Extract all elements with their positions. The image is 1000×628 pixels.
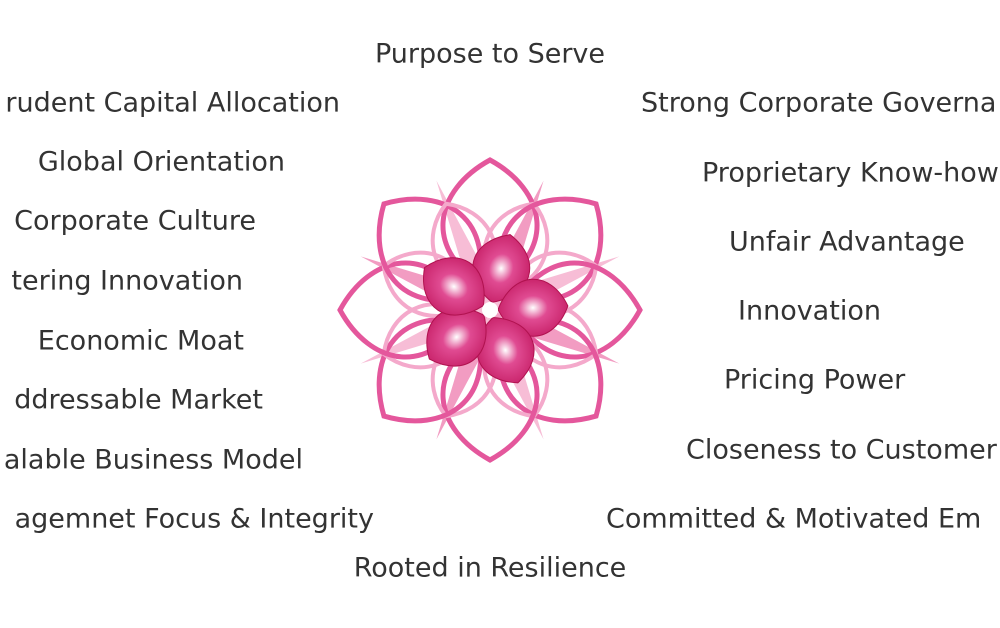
- left-label: rudent Capital Allocation: [5, 88, 340, 119]
- left-label: Global Orientation: [38, 147, 285, 178]
- right-label: Closeness to Customer: [686, 435, 998, 466]
- right-label: Proprietary Know-how: [702, 158, 999, 189]
- bottom-label: Rooted in Resilience: [354, 553, 627, 584]
- right-label: Committed & Motivated Em: [606, 504, 981, 535]
- left-label: alable Business Model: [4, 445, 303, 476]
- lotus-logo: [337, 157, 643, 463]
- left-label: ddressable Market: [14, 385, 263, 416]
- outer-petal: [376, 196, 484, 304]
- right-labels: Strong Corporate Governa Proprietary Know…: [606, 88, 999, 535]
- outer-petal: [507, 260, 643, 360]
- lotus-center: [482, 302, 498, 318]
- outer-petal: [440, 327, 540, 463]
- outer-petal: [376, 316, 484, 424]
- right-label: Innovation: [738, 296, 881, 327]
- left-label: Economic Moat: [38, 326, 244, 357]
- right-label: Pricing Power: [724, 365, 906, 396]
- outer-petal: [440, 157, 540, 293]
- right-label: Unfair Advantage: [729, 227, 965, 258]
- left-labels: rudent Capital Allocation Global Orientat…: [4, 88, 374, 535]
- inner-petal: [423, 257, 485, 316]
- top-label: Purpose to Serve: [375, 39, 605, 70]
- outer-petal: [496, 316, 604, 424]
- left-label: agemnet Focus & Integrity: [15, 504, 374, 535]
- right-label: Strong Corporate Governa: [641, 88, 996, 119]
- left-label: tering Innovation: [11, 266, 243, 297]
- left-label: Corporate Culture: [14, 206, 256, 237]
